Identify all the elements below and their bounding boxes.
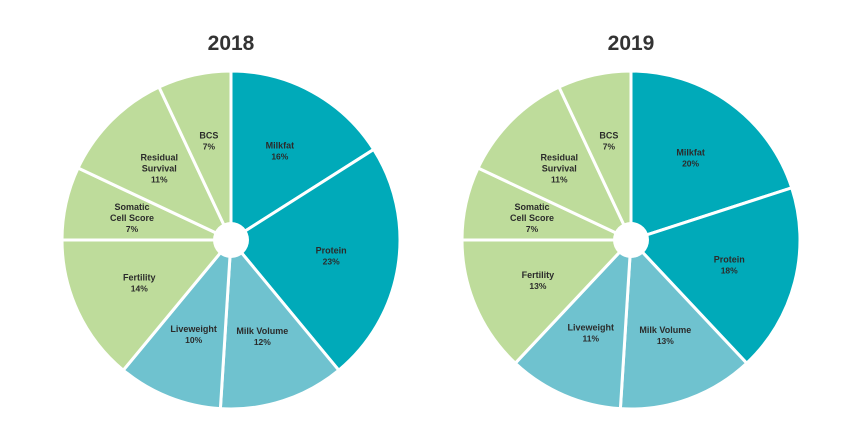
- slice-label-2019-milkfat: Milkfat 20%: [676, 147, 705, 168]
- slices-2018: [60, 69, 402, 411]
- slice-label-2019-residual-survival: Residual Survival 11%: [541, 152, 579, 184]
- pie-slice-2018-liveweight: [121, 238, 233, 411]
- slice-label-text: Somatic: [515, 202, 550, 212]
- slice-label-text: Cell Score: [510, 213, 554, 223]
- slice-label-text: Liveweight: [567, 323, 614, 333]
- slice-value-text: 11%: [582, 334, 599, 344]
- pie-center-hole: [213, 222, 249, 258]
- slice-label-2019-somatic-cell-score: Somatic Cell Score 7%: [510, 202, 554, 234]
- pie-slice-2018-residual-survival: [76, 85, 233, 242]
- slice-label-text: Milk Volume: [236, 326, 288, 336]
- slice-value-text: 10%: [185, 335, 202, 345]
- slice-label-text: Milkfat: [266, 141, 295, 151]
- slice-label-text: Milkfat: [676, 147, 705, 157]
- chart-2018: 2018 Milkfat 16% Protein 23% Milk Volume 12% L…: [60, 32, 402, 411]
- chart-title-2018: 2018: [208, 32, 255, 55]
- slice-label-text: Liveweight: [170, 324, 217, 334]
- slice-label-2018-bcs: BCS 7%: [199, 131, 218, 152]
- slice-label-2018-milkfat: Milkfat 16%: [266, 141, 295, 162]
- slice-value-text: 13%: [529, 281, 546, 291]
- slice-value-text: 7%: [126, 224, 139, 234]
- pie-slice-2018-milkfat: [229, 69, 376, 242]
- pie-slice-2019-residual-survival: [476, 85, 633, 242]
- slice-value-text: 12%: [254, 337, 271, 347]
- pie-slice-2018-milk-volume: [218, 238, 341, 411]
- slice-label-text: Residual: [541, 152, 579, 162]
- pie-slice-2019-liveweight: [513, 238, 633, 411]
- chart-title-2019: 2019: [608, 32, 655, 55]
- slice-label-text: Residual: [141, 152, 179, 162]
- slice-label-2019-milk-volume: Milk Volume 13%: [639, 325, 691, 346]
- pie-slice-2018-protein: [229, 147, 402, 372]
- slice-label-text: Survival: [542, 163, 577, 173]
- slice-label-text: Protein: [316, 245, 347, 255]
- slice-label-text: Milk Volume: [639, 325, 691, 335]
- slice-value-text: 14%: [131, 284, 148, 294]
- pie-center-hole: [613, 222, 649, 258]
- slices-2019: [460, 69, 802, 411]
- slice-value-text: 18%: [721, 266, 738, 276]
- slice-label-text: BCS: [199, 131, 218, 141]
- pie-slice-2019-milk-volume: [618, 238, 749, 411]
- slice-label-text: Fertility: [522, 270, 555, 280]
- labels-2019: Milkfat 20%Protein 18%Milk Volume 13%Livewe…: [510, 131, 745, 346]
- pie-slice-2019-protein: [629, 186, 802, 365]
- chart-2019: 2019 Milkfat 20%Protein 18%Milk Volume 13%L…: [460, 32, 802, 411]
- slice-value-text: 16%: [271, 152, 288, 162]
- slice-value-text: 7%: [603, 142, 616, 152]
- pie-slice-2018-fertility: [60, 238, 233, 372]
- slice-label-2019-liveweight: Liveweight 11%: [567, 323, 614, 344]
- slice-value-text: 20%: [682, 158, 699, 168]
- pie-slice-2018-bcs: [157, 69, 233, 242]
- slice-label-2018-fertility: Fertility 14%: [123, 273, 156, 294]
- slice-label-2019-bcs: BCS 7%: [599, 131, 618, 152]
- slice-label-2018-liveweight: Liveweight 10%: [170, 324, 217, 345]
- slice-label-text: Somatic: [115, 202, 150, 212]
- slice-value-text: 23%: [323, 256, 340, 266]
- slice-value-text: 7%: [526, 224, 539, 234]
- slice-label-2018-residual-survival: Residual Survival 11%: [141, 152, 179, 184]
- slice-label-2019-protein: Protein 18%: [714, 255, 745, 276]
- slice-label-2018-somatic-cell-score: Somatic Cell Score 7%: [110, 202, 154, 234]
- pie-slice-2019-fertility: [460, 238, 633, 365]
- slice-label-2018-milk-volume: Milk Volume 12%: [236, 326, 288, 347]
- slice-label-text: Fertility: [123, 273, 156, 283]
- slice-value-text: 11%: [151, 174, 168, 184]
- pie-slice-2019-milkfat: [629, 69, 794, 242]
- slice-value-text: 11%: [551, 174, 568, 184]
- slice-label-text: Survival: [142, 163, 177, 173]
- pie-slice-2019-bcs: [557, 69, 633, 242]
- slice-label-2018-protein: Protein 23%: [316, 245, 347, 266]
- slice-label-text: Protein: [714, 255, 745, 265]
- slice-label-text: Cell Score: [110, 213, 154, 223]
- slice-label-text: BCS: [599, 131, 618, 141]
- slice-value-text: 13%: [657, 336, 674, 346]
- labels-2018: Milkfat 16% Protein 23% Milk Volume 12% Livewe…: [110, 131, 347, 347]
- slice-label-2019-fertility: Fertility 13%: [522, 270, 555, 291]
- slice-value-text: 7%: [203, 142, 216, 152]
